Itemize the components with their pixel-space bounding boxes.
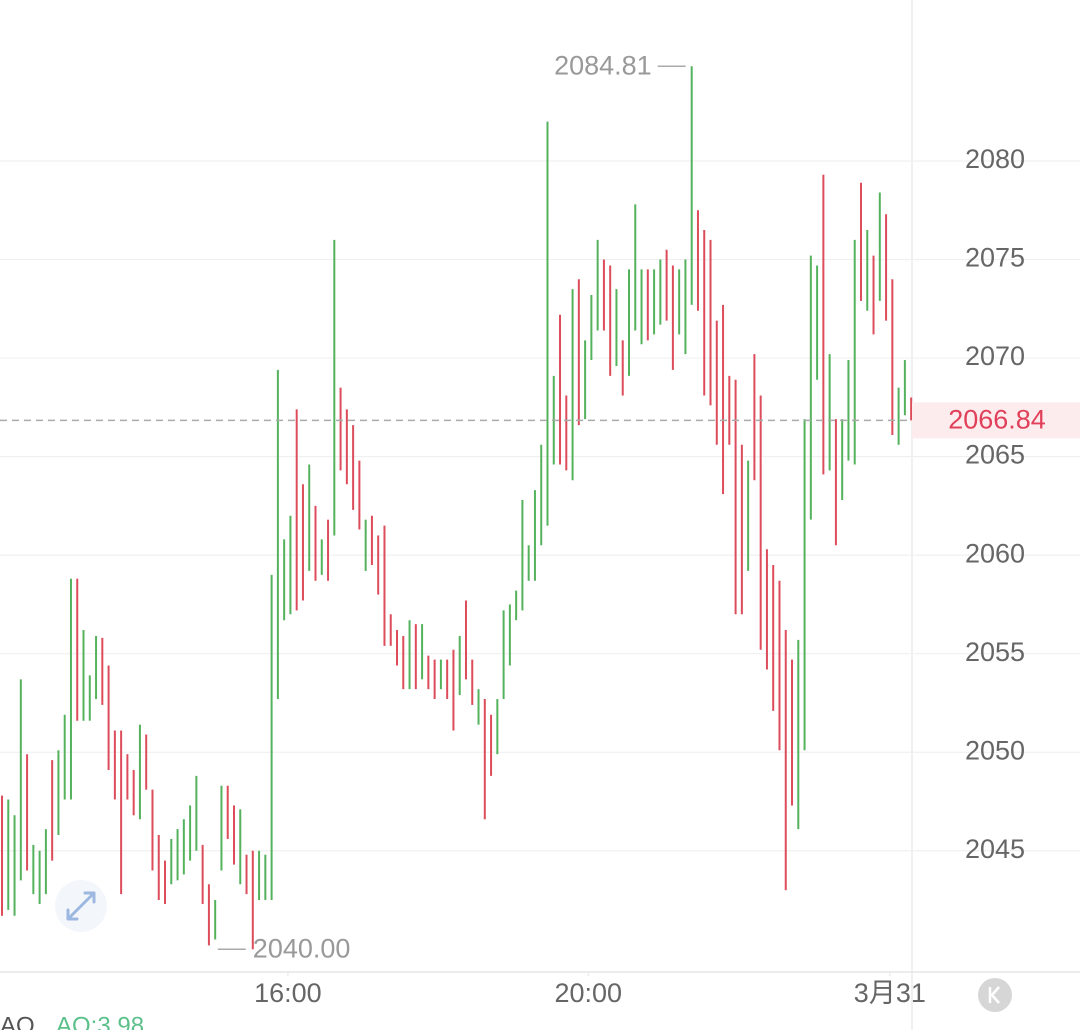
collapse-button[interactable] [978, 978, 1012, 1012]
last-price-bg [912, 402, 1080, 439]
x-tick-label: 20:00 [554, 978, 622, 1008]
expand-button[interactable] [55, 880, 107, 932]
y-tick-label: 2045 [965, 834, 1025, 864]
x-tick-label: 3月31 [854, 978, 926, 1008]
expand-icon [66, 891, 96, 921]
collapse-icon [988, 986, 1000, 1004]
y-tick-label: 2080 [965, 144, 1025, 174]
collapse-bg [978, 978, 1012, 1012]
y-tick-label: 2070 [965, 341, 1025, 371]
y-tick-label: 2060 [965, 538, 1025, 568]
low-label: 2040.00 [253, 933, 351, 963]
y-tick-label: 2065 [965, 440, 1025, 470]
indicator-name: AO [0, 1012, 35, 1030]
y-tick-label: 2050 [965, 735, 1025, 765]
indicator-value: AO:3.98 [56, 1012, 144, 1030]
last-price-label: 2066.84 [948, 404, 1046, 434]
y-tick-label: 2055 [965, 637, 1025, 667]
plot-layer: 2045 2050 2055 2060 2065 2070 2075 2080 16:00 20:… [0, 50, 1080, 1008]
high-label: 2084.81 [554, 50, 652, 80]
y-tick-label: 2075 [965, 243, 1025, 273]
x-tick-label: 16:00 [254, 978, 322, 1008]
